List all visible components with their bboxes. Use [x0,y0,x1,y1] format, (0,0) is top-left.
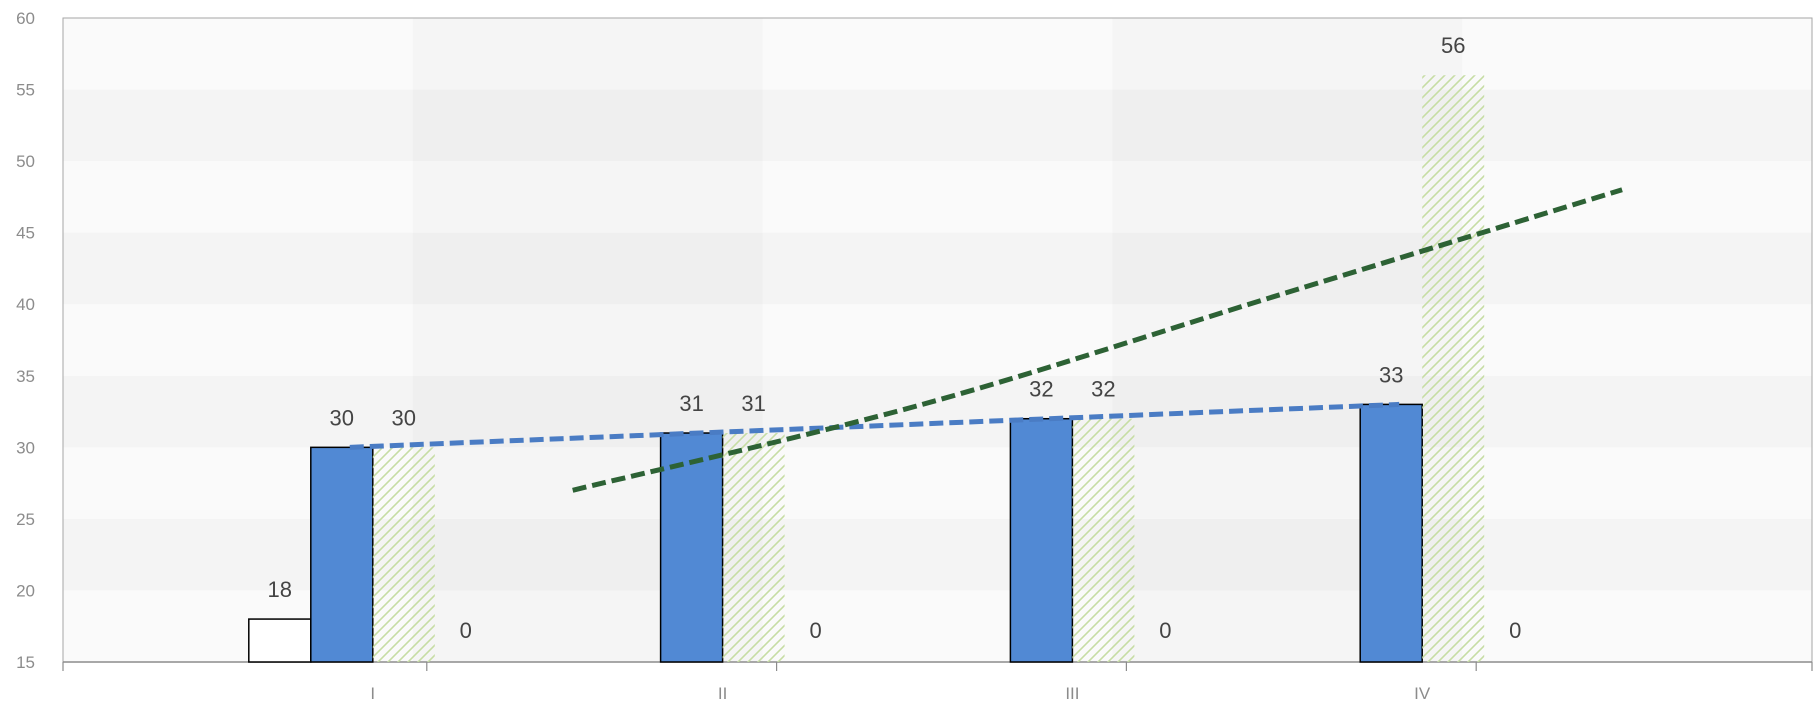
y-tick-label: 40 [16,295,35,314]
y-tick-label: 35 [16,367,35,386]
y-tick-label: 25 [16,510,35,529]
data-label: 56 [1441,33,1465,58]
x-tick-label: I [370,684,375,703]
data-label: 32 [1091,377,1115,402]
data-label: 18 [268,577,292,602]
data-label: 32 [1029,377,1053,402]
y-tick-label: 20 [16,581,35,600]
data-label: 30 [392,405,416,430]
x-tick-label: IV [1414,684,1431,703]
data-label: 31 [741,391,765,416]
data-label: 0 [460,618,472,643]
grid-band [63,233,1812,305]
data-label: 33 [1379,362,1403,387]
y-tick-label: 60 [16,9,35,28]
grid-band [63,90,1812,162]
bar [1072,419,1134,662]
bar [1010,419,1072,662]
data-label: 31 [679,391,703,416]
bar [311,447,373,662]
grid-band [63,376,1812,448]
x-tick-label: III [1065,684,1079,703]
bar [249,619,311,662]
grid-band [63,18,1812,90]
bar [373,447,435,662]
grid-band [63,161,1812,233]
grid-band [63,304,1812,376]
y-tick-label: 30 [16,438,35,457]
y-tick-label: 55 [16,81,35,100]
y-tick-label: 15 [16,653,35,672]
bar [723,433,785,662]
bar [1360,404,1422,662]
bar [1422,75,1484,662]
data-label: 0 [1509,618,1521,643]
x-tick-label: II [718,684,727,703]
y-tick-label: 50 [16,152,35,171]
data-label: 30 [330,405,354,430]
y-tick-label: 45 [16,224,35,243]
data-label: 0 [1159,618,1171,643]
data-label: 0 [809,618,821,643]
